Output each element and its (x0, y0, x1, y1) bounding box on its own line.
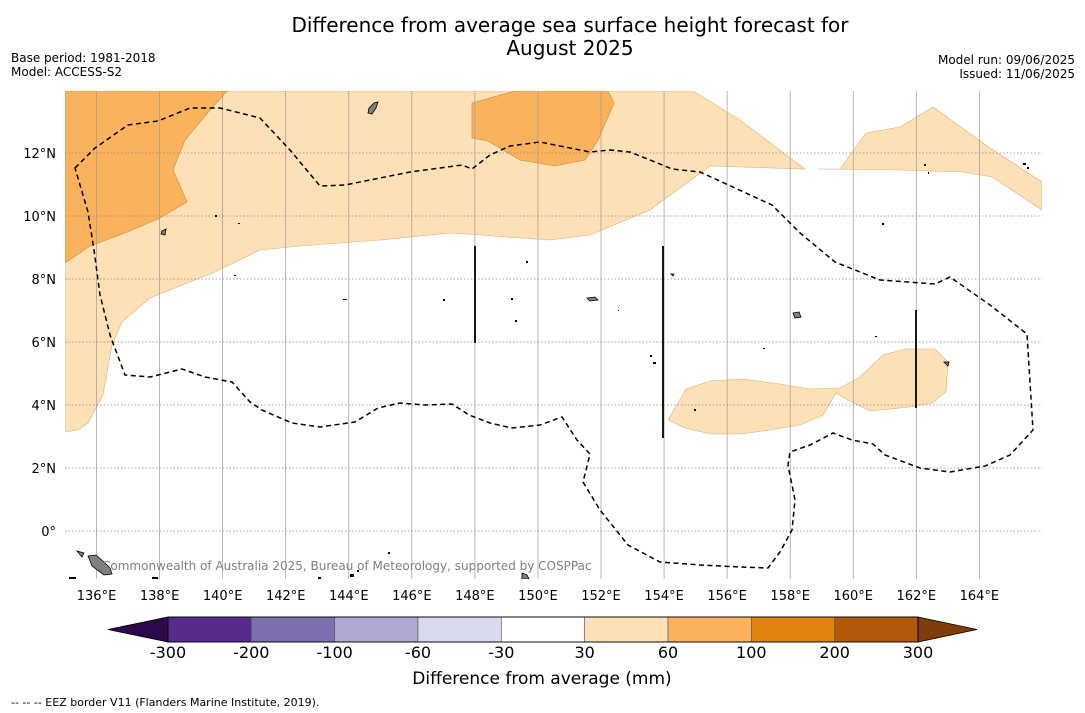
lon-tick-label: 156°E (707, 589, 747, 604)
lat-tick-label: 12°N (23, 147, 56, 162)
copyright-notice: Commonwealth of Australia 2025, Bureau o… (102, 559, 592, 573)
lon-tick-label: 146°E (392, 589, 432, 604)
colorbar-segment (584, 616, 669, 643)
colorbar-segment (167, 616, 252, 643)
lon-tick-label: 148°E (455, 589, 495, 604)
anomaly-band-northeast (817, 106, 1042, 211)
lat-tick-label: 0° (41, 525, 56, 540)
colorbar-tick-label: -60 (405, 643, 431, 662)
colorbar-tick-label: -200 (233, 643, 269, 662)
lon-tick-label: 160°E (833, 589, 873, 604)
lat-tick-label: 6°N (32, 336, 57, 351)
meta-left: Base period: 1981-2018 Model: ACCESS-S2 (11, 51, 156, 79)
lon-tick-label: 158°E (770, 589, 810, 604)
island (87, 554, 113, 576)
colorbar-tick-label: -30 (488, 643, 514, 662)
colorbar-tick-label: 300 (903, 643, 934, 662)
island (586, 296, 599, 302)
lon-tick-label: 164°E (960, 589, 1000, 604)
boundary-lines (474, 246, 917, 438)
colorbar-segment (417, 616, 502, 643)
colorbar-tick-label: 30 (574, 643, 594, 662)
lat-tick-label: 10°N (23, 210, 56, 225)
lon-tick-label: 154°E (644, 589, 684, 604)
anomaly-patch-west (65, 91, 228, 264)
colorbar-segment (501, 616, 585, 643)
colorbar-tick-label: 60 (658, 643, 678, 662)
island (75, 550, 85, 558)
lat-tick-label: 4°N (32, 399, 57, 414)
lon-tick-label: 162°E (897, 589, 937, 604)
lat-tick-label: 8°N (32, 273, 57, 288)
colorbar-segment (667, 616, 752, 643)
lon-tick-label: 150°E (518, 589, 558, 604)
anomaly-30-60-region (65, 91, 1042, 435)
axis-labels: 136°E 138°E 140°E 142°E 144°E 146°E 148°E 150°E… (23, 147, 999, 604)
anomaly-band-north (65, 91, 806, 433)
eez-footnote: -- -- -- EEZ border V11 (Flanders Marine… (11, 696, 320, 709)
colorbar-segment (834, 616, 919, 643)
title-line-2: August 2025 (506, 36, 634, 60)
island (367, 101, 379, 115)
colorbar-tick-label: 200 (819, 643, 850, 662)
colorbar-extend-high (917, 616, 978, 643)
colorbar: -300 -200 -100 -60 -30 30 60 100 200 300 (107, 616, 978, 662)
island (521, 572, 530, 579)
lon-tick-label: 140°E (203, 589, 243, 604)
lon-tick-label: 136°E (77, 589, 117, 604)
anomaly-patch-south (667, 348, 949, 435)
map-area: Commonwealth of Australia 2025, Bureau o… (65, 91, 1042, 579)
colorbar-tick-label: -100 (317, 643, 353, 662)
island (160, 228, 167, 236)
model-name: Model: ACCESS-S2 (11, 65, 123, 79)
island (943, 361, 950, 367)
meta-right: Model run: 09/06/2025 Issued: 11/06/2025 (938, 53, 1075, 81)
lat-tick-label: 2°N (32, 462, 57, 477)
eez-border (74, 107, 1034, 569)
lon-tick-label: 138°E (140, 589, 180, 604)
model-run: Model run: 09/06/2025 (937, 53, 1075, 67)
islands (75, 101, 950, 579)
small-islets (69, 163, 1029, 579)
lon-tick-label: 142°E (266, 589, 306, 604)
map-title: Difference from average sea surface heig… (230, 14, 910, 60)
base-period: Base period: 1981-2018 (11, 51, 156, 65)
issued-date: Issued: 11/06/2025 (959, 67, 1075, 81)
anomaly-patch-central (471, 91, 615, 167)
island (670, 273, 675, 277)
colorbar-segment (751, 616, 835, 643)
colorbar-tick-label: -300 (150, 643, 186, 662)
lon-tick-label: 152°E (581, 589, 621, 604)
colorbar-segment (334, 616, 419, 643)
title-line-1: Difference from average sea surface heig… (291, 13, 849, 37)
colorbar-title: Difference from average (mm) (412, 669, 671, 689)
colorbar-frame (167, 616, 919, 643)
colorbar-tick-label: 100 (736, 643, 767, 662)
colorbar-extend-low (107, 616, 169, 643)
lon-tick-label: 144°E (329, 589, 369, 604)
colorbar-segment (251, 616, 335, 643)
island (792, 311, 802, 319)
anomaly-60-100-region (65, 91, 615, 264)
